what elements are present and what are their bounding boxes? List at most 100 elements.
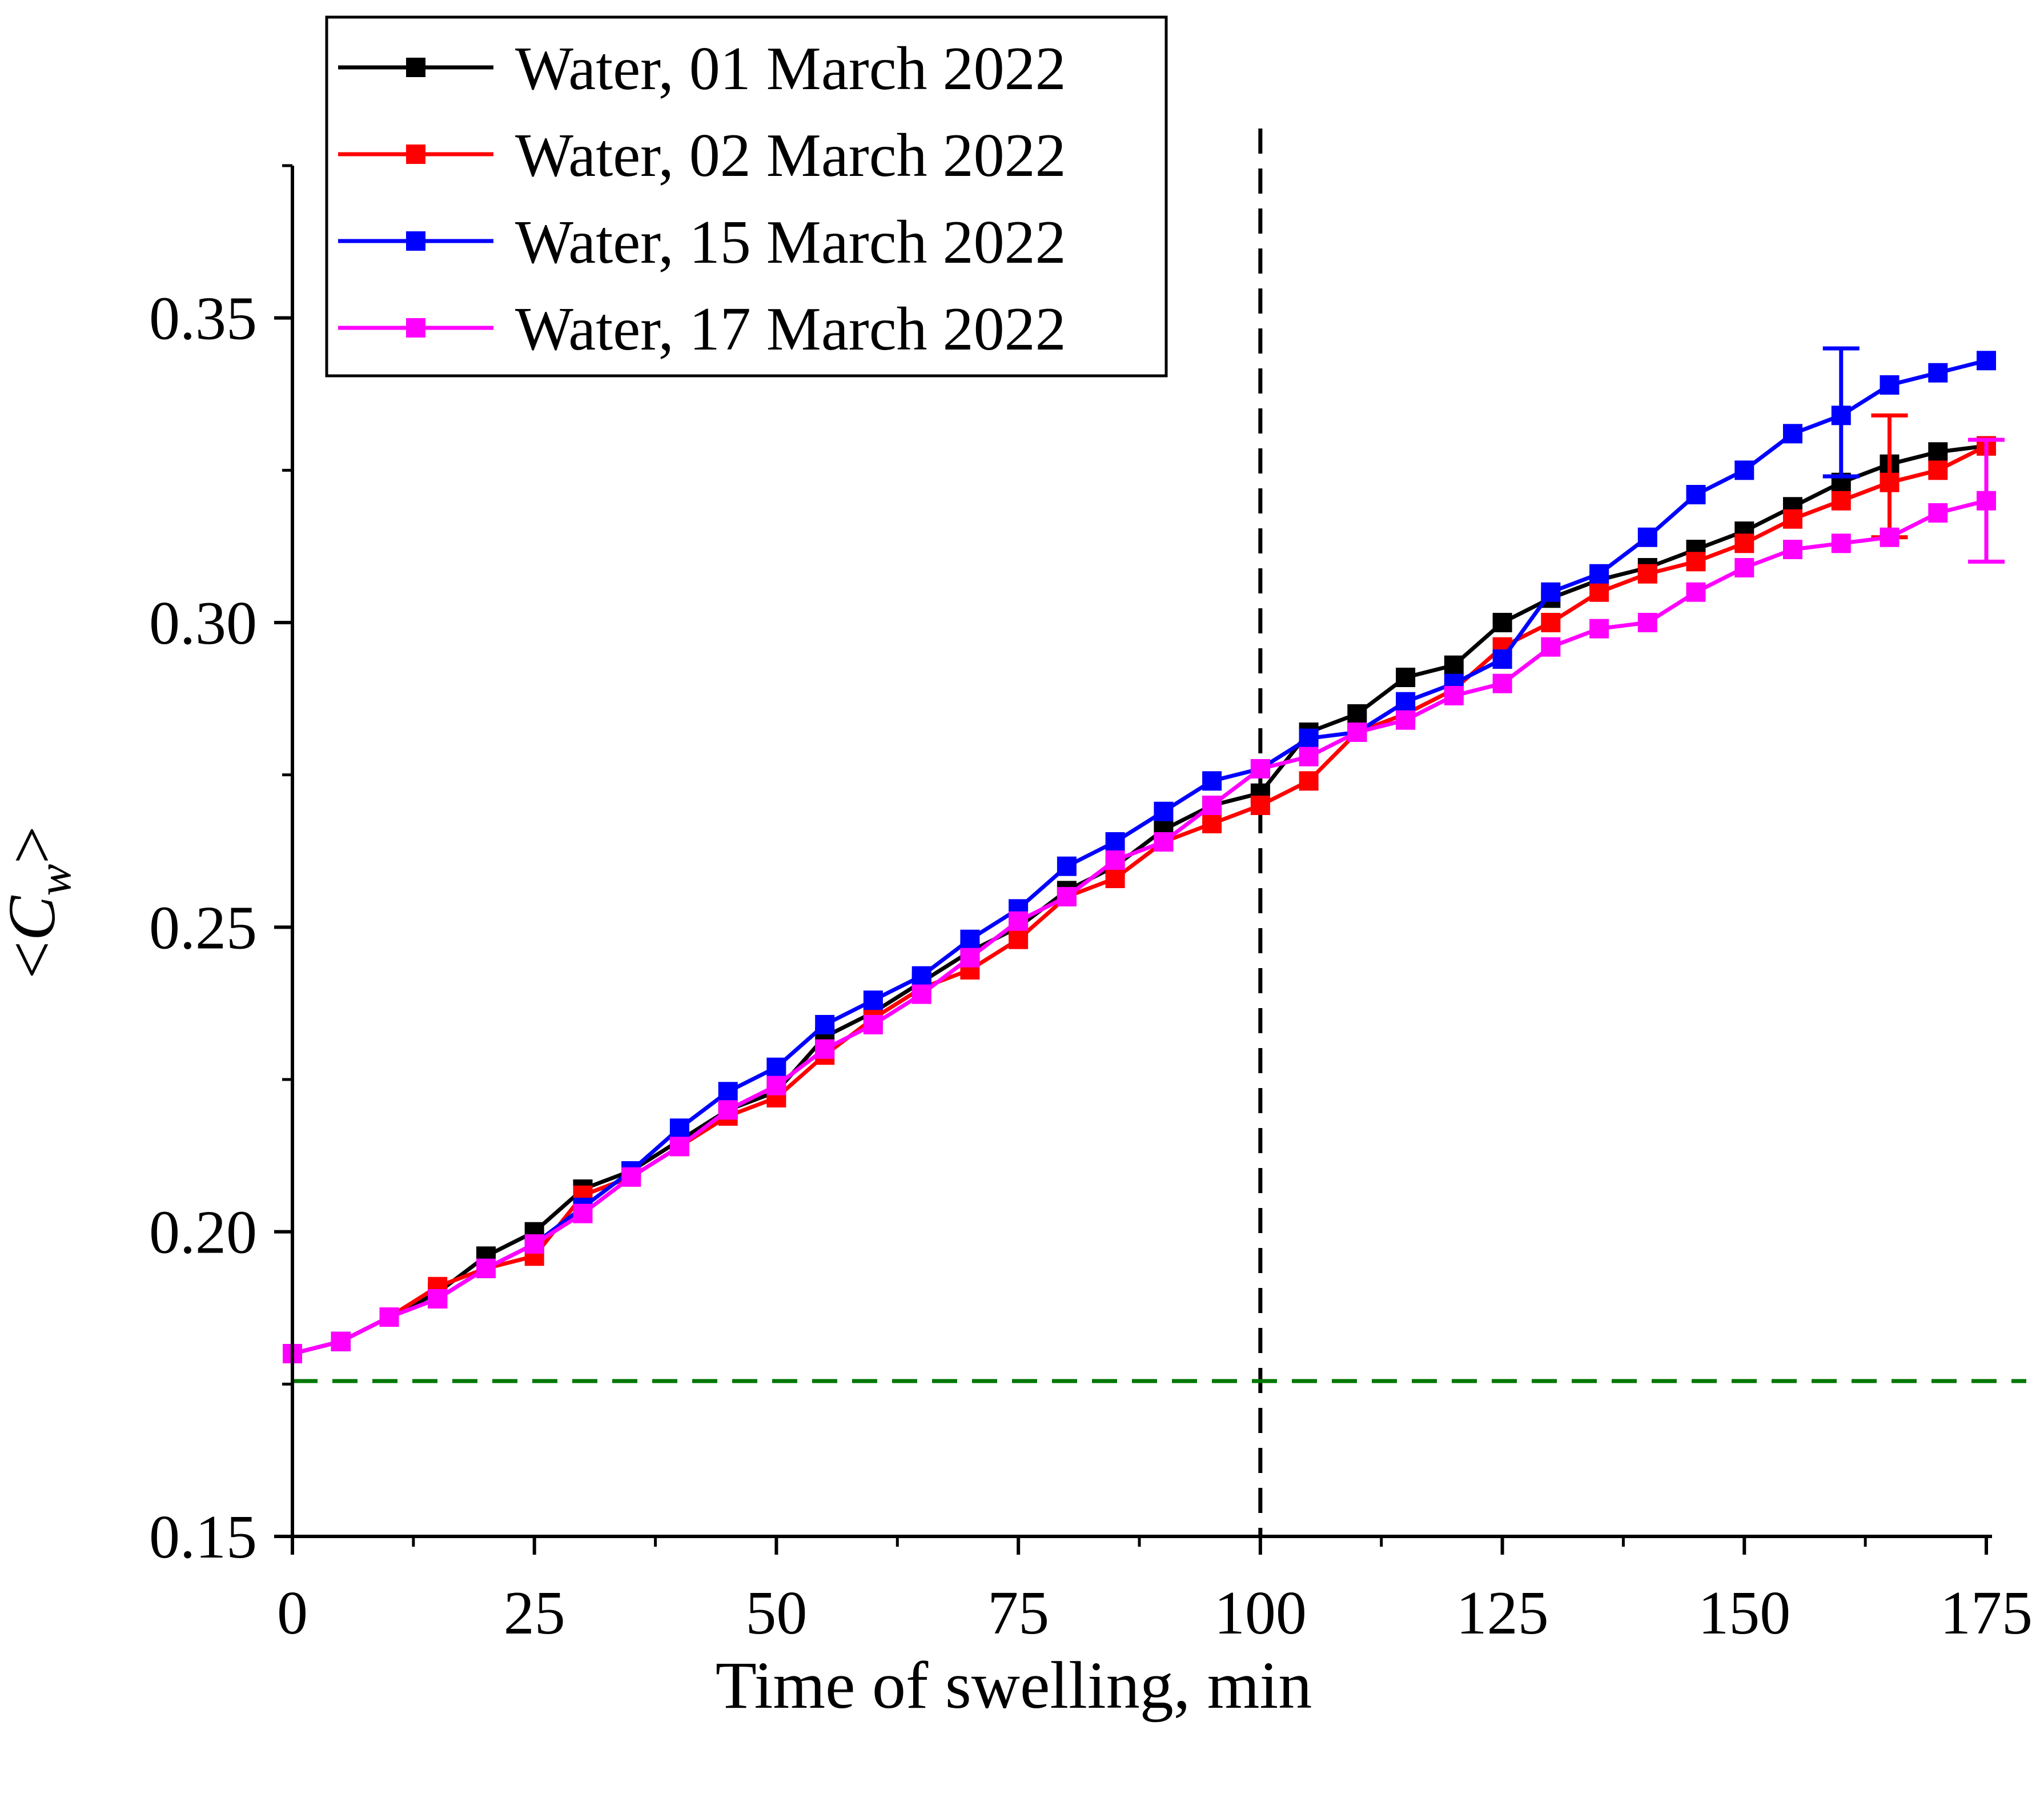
- axes: 0 25 50 75 100 125 150 175 0.15 0.20 0.25 0.30 0.35: [149, 164, 2033, 1647]
- data-point: [669, 1118, 689, 1138]
- data-point: [1299, 771, 1319, 791]
- legend-entry-1: Water, 01 March 2022: [338, 35, 1066, 103]
- data-point: [1783, 424, 1802, 444]
- data-point: [1783, 509, 1802, 529]
- data-point: [1250, 796, 1270, 815]
- data-point: [669, 1137, 689, 1157]
- data-point: [960, 929, 980, 949]
- data-point: [1880, 527, 1900, 547]
- data-point: [621, 1167, 641, 1187]
- legend-marker: [406, 231, 425, 251]
- series-line: [292, 358, 1987, 1356]
- data-point: [476, 1258, 496, 1278]
- data-point: [1299, 728, 1319, 748]
- data-point: [331, 1331, 351, 1351]
- data-point: [1105, 869, 1125, 888]
- data-point: [1444, 686, 1464, 705]
- legend-entries: Water, 01 March 2022 Water, 02 March 2022…: [338, 35, 1066, 363]
- data-point: [1637, 613, 1657, 632]
- data-point: [1928, 503, 1948, 523]
- data-point: [1928, 460, 1948, 480]
- y-tick-label: 0.30: [149, 589, 257, 657]
- x-tick-label: 150: [1698, 1579, 1790, 1647]
- data-point: [911, 966, 931, 986]
- data-point: [1009, 911, 1029, 931]
- x-tick-label: 50: [745, 1579, 807, 1647]
- data-point: [1154, 832, 1174, 852]
- legend-label: Water, 17 March 2022: [515, 295, 1066, 363]
- data-point: [1541, 637, 1561, 657]
- data-point: [1928, 442, 1948, 462]
- data-point: [1492, 673, 1512, 693]
- data-point: [1347, 723, 1367, 742]
- data-point: [1492, 649, 1512, 669]
- series-3: [283, 346, 1996, 1363]
- data-point: [766, 1075, 786, 1095]
- legend-marker: [406, 58, 425, 77]
- error-bar: [1968, 438, 2005, 564]
- legend-entry-3: Water, 15 March 2022: [338, 208, 1066, 276]
- legend-marker: [406, 145, 425, 164]
- data-point: [1637, 527, 1657, 547]
- data-point: [1057, 887, 1077, 906]
- data-point: [1105, 850, 1125, 870]
- data-point: [1928, 363, 1948, 383]
- data-point: [428, 1289, 448, 1309]
- data-point: [1009, 929, 1029, 949]
- data-point: [1734, 533, 1754, 553]
- data-point: [1686, 552, 1706, 572]
- x-tick-label: 175: [1940, 1579, 2033, 1647]
- series-line: [292, 444, 1987, 1356]
- x-tick-label: 75: [987, 1579, 1049, 1647]
- y-tick-label: 0.15: [149, 1503, 257, 1571]
- data-point: [1299, 747, 1319, 766]
- data-point: [1686, 582, 1706, 602]
- data-point: [1541, 613, 1561, 632]
- y-tick-label: 0.25: [149, 894, 257, 962]
- data-point: [1541, 582, 1561, 602]
- error-bar: [1822, 346, 1860, 479]
- data-point: [718, 1082, 738, 1102]
- data-point: [1686, 485, 1706, 504]
- data-point: [1202, 814, 1222, 833]
- series-4: [283, 438, 2005, 1363]
- y-axis-title: <Cw>: [0, 826, 81, 979]
- data-point: [1250, 759, 1270, 778]
- x-tick-label: 0: [277, 1579, 308, 1647]
- x-axis-title: Time of swelling, min: [716, 1648, 1312, 1723]
- data-point: [1734, 460, 1754, 480]
- reference-lines: [292, 129, 2026, 1536]
- data-point: [1589, 619, 1609, 639]
- series-layer: [283, 346, 2005, 1363]
- data-point: [1444, 655, 1464, 675]
- error-bar: [1871, 413, 1908, 540]
- data-point: [960, 948, 980, 968]
- legend-label: Water, 15 March 2022: [515, 208, 1066, 276]
- y-tick-label: 0.20: [149, 1199, 257, 1267]
- data-point: [863, 1015, 883, 1034]
- legend-marker: [406, 318, 425, 338]
- data-point: [1202, 796, 1222, 815]
- series-line: [292, 499, 1987, 1356]
- data-point: [573, 1203, 593, 1223]
- data-point: [1734, 558, 1754, 577]
- data-point: [1396, 692, 1416, 712]
- data-point: [524, 1234, 544, 1254]
- data-point: [1880, 375, 1900, 395]
- data-point: [1396, 710, 1416, 730]
- y-axis-title-close: >: [0, 826, 69, 864]
- data-point: [1057, 856, 1077, 876]
- data-point: [1492, 613, 1512, 632]
- legend-label: Water, 02 March 2022: [515, 122, 1066, 190]
- data-point: [911, 984, 931, 1004]
- x-tick-label: 125: [1456, 1579, 1549, 1647]
- data-point: [1783, 540, 1802, 559]
- legend-entry-4: Water, 17 March 2022: [338, 295, 1066, 363]
- data-point: [1589, 582, 1609, 602]
- data-point: [1347, 704, 1367, 724]
- data-point: [766, 1057, 786, 1077]
- y-axis-title-symbol: C: [0, 895, 69, 941]
- data-point: [1589, 564, 1609, 584]
- y-tick-label: 0.35: [149, 285, 257, 353]
- data-point: [718, 1100, 738, 1120]
